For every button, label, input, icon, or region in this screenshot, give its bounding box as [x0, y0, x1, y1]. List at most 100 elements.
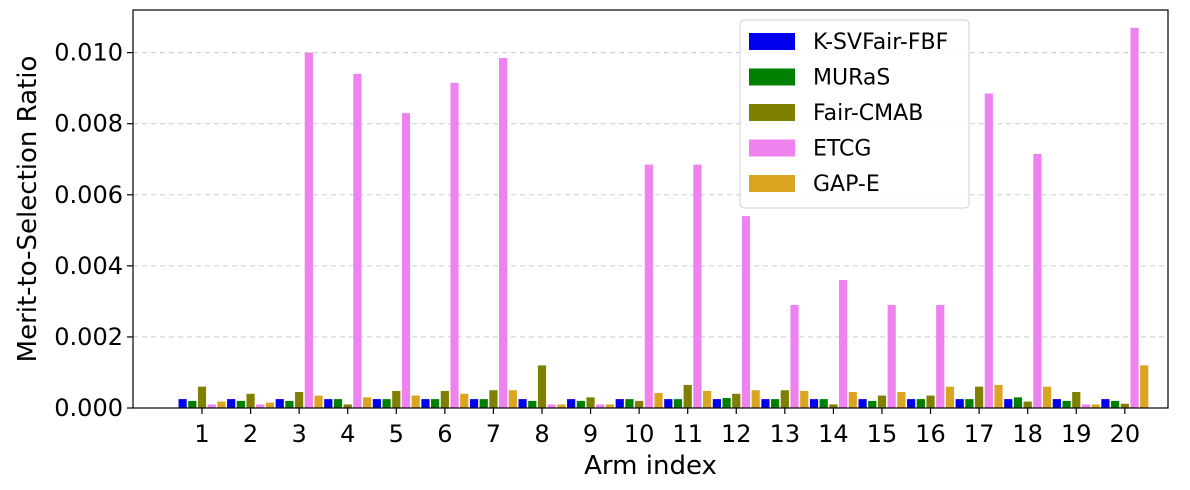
bar — [382, 399, 391, 408]
bar — [207, 404, 216, 408]
bar — [401, 113, 411, 408]
bar — [372, 399, 381, 408]
x-tick-label: 10 — [624, 420, 655, 448]
legend-swatch — [749, 33, 795, 50]
legend-label: ETCG — [813, 137, 871, 162]
bar — [236, 400, 245, 408]
bar — [440, 390, 449, 408]
legend-swatch — [749, 139, 795, 157]
bar — [683, 384, 692, 408]
bar — [596, 404, 605, 408]
bar — [518, 399, 527, 408]
legend-swatch — [749, 175, 795, 192]
bar — [246, 393, 255, 408]
y-tick-label: 0.006 — [54, 181, 123, 209]
bar — [508, 390, 517, 408]
x-tick-label: 2 — [243, 420, 258, 448]
bar — [926, 395, 935, 408]
bar — [868, 400, 877, 408]
bar — [460, 393, 469, 408]
bar — [635, 400, 644, 408]
bar — [722, 398, 731, 408]
bar — [324, 399, 333, 408]
bar — [343, 404, 352, 408]
x-axis-ticks: 1 2 3 4 5 6 7 8 9 10 11 12 13 14 15 16 17 18 19 20 — [194, 408, 1140, 448]
legend-label: K-SVFair-FBF — [813, 30, 948, 55]
bar — [188, 400, 197, 408]
bar — [761, 399, 770, 408]
x-axis-title: Arm index — [584, 451, 717, 481]
bar — [780, 390, 789, 408]
bar — [897, 392, 906, 408]
legend-label: GAP-E — [813, 172, 880, 197]
bar — [741, 216, 751, 408]
x-tick-label: 19 — [1061, 420, 1092, 448]
bar — [197, 386, 207, 408]
bar — [732, 393, 741, 408]
x-tick-label: 8 — [534, 420, 549, 448]
y-tick-label: 0.008 — [54, 110, 123, 138]
bar — [304, 52, 313, 409]
x-tick-label: 4 — [340, 420, 355, 448]
x-tick-label: 1 — [194, 420, 209, 448]
bar — [654, 393, 663, 408]
bar — [576, 400, 585, 408]
x-tick-label: 5 — [389, 420, 404, 448]
bar — [1033, 153, 1042, 408]
bar — [712, 399, 721, 408]
plot-frame — [132, 9, 1169, 409]
y-axis-title: Merit-to-Selection Ratio — [13, 56, 43, 363]
bar — [499, 57, 508, 409]
bar — [829, 404, 838, 408]
bar — [848, 392, 857, 408]
bar — [1081, 404, 1091, 408]
bar — [421, 399, 430, 408]
legend-swatch — [749, 104, 795, 121]
bar — [411, 395, 420, 408]
bar — [489, 390, 498, 408]
bar — [994, 384, 1003, 408]
y-axis-ticks: 0.000 0.002 0.004 0.006 0.008 0.010 — [54, 39, 133, 422]
bar — [1120, 403, 1129, 408]
x-tick-label: 17 — [964, 420, 995, 448]
bar — [217, 401, 226, 408]
x-tick-label: 16 — [915, 420, 946, 448]
bar — [1052, 399, 1061, 408]
bar — [839, 280, 848, 408]
bar — [644, 164, 653, 408]
x-tick-label: 20 — [1110, 420, 1141, 448]
bar — [800, 390, 809, 408]
bar — [392, 390, 401, 408]
y-tick-label: 0.002 — [54, 323, 123, 351]
bar — [353, 73, 362, 408]
bar — [431, 399, 440, 408]
bar — [1013, 397, 1023, 408]
bar — [1072, 392, 1081, 408]
y-tick-label: 0.004 — [54, 252, 123, 280]
bar — [1101, 399, 1110, 408]
bar — [537, 365, 547, 408]
legend-label: Fair-CMAB — [813, 101, 923, 126]
bar — [1140, 365, 1149, 408]
bar — [1023, 401, 1032, 408]
bar — [703, 390, 712, 408]
bar — [625, 399, 634, 408]
bar — [693, 164, 702, 408]
bar — [975, 386, 984, 408]
bar — [469, 399, 479, 408]
bar — [265, 402, 275, 408]
legend-swatch — [749, 68, 795, 86]
x-tick-label: 18 — [1012, 420, 1043, 448]
bar — [256, 404, 265, 408]
bar — [363, 397, 372, 408]
bar — [664, 399, 673, 408]
bar — [1130, 27, 1139, 409]
x-tick-label: 11 — [672, 420, 703, 448]
x-tick-label: 12 — [721, 420, 752, 448]
legend: K-SVFair-FBF MURaS Fair-CMAB ETCG GAP-E — [739, 19, 970, 209]
bar — [547, 404, 556, 408]
bar — [790, 304, 799, 408]
bar — [178, 399, 187, 408]
bar — [858, 399, 867, 408]
x-tick-label: 7 — [486, 420, 501, 448]
